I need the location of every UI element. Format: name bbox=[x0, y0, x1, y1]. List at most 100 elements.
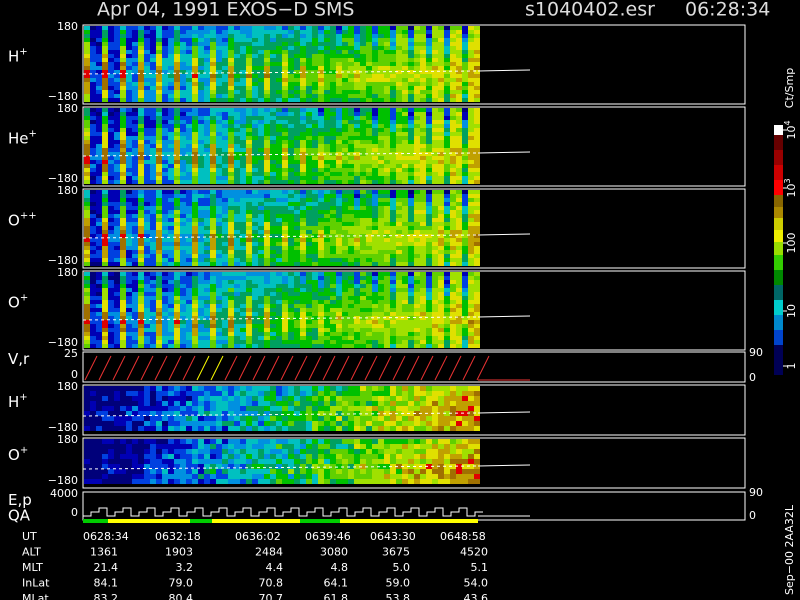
spectrogram-cell bbox=[156, 320, 162, 324]
spectrogram-cell bbox=[444, 284, 450, 288]
spectrogram-cell bbox=[312, 296, 318, 300]
spectrogram-cell bbox=[102, 214, 108, 218]
spectrogram-cell bbox=[186, 136, 192, 140]
spectrogram-cell bbox=[330, 276, 336, 280]
spectrogram-cell bbox=[96, 132, 102, 136]
spectrogram-cell bbox=[288, 202, 294, 206]
spectrogram-cell bbox=[360, 164, 366, 168]
spectrogram-cell bbox=[84, 280, 90, 284]
spectrogram-cell bbox=[444, 272, 450, 276]
spectrogram-cell bbox=[276, 108, 282, 112]
spectrogram-cell bbox=[252, 206, 258, 210]
spectrogram-cell bbox=[420, 66, 426, 70]
spectrogram-cell bbox=[144, 296, 150, 300]
spectrogram-cell bbox=[348, 42, 354, 46]
spectrogram-cell bbox=[168, 288, 174, 292]
spectrogram-cell bbox=[132, 70, 138, 74]
spectrogram-cell bbox=[336, 78, 342, 82]
spectrogram-cell bbox=[318, 254, 324, 258]
spectrogram-cell bbox=[162, 160, 168, 164]
spectrogram-cell bbox=[192, 340, 198, 344]
spectrogram-cell bbox=[468, 78, 474, 82]
spectrogram-cell bbox=[318, 54, 324, 58]
spectrogram-cell bbox=[312, 26, 318, 30]
spectrogram-cell bbox=[396, 276, 402, 280]
spectrogram-cell bbox=[402, 30, 408, 34]
spectrogram-cell bbox=[444, 238, 450, 242]
spectrogram-cell bbox=[450, 82, 456, 86]
spectrogram-cell bbox=[414, 136, 420, 140]
spectrogram-cell bbox=[306, 324, 312, 328]
spectrogram-cell bbox=[294, 280, 300, 284]
spectrogram-cell bbox=[444, 168, 450, 172]
spectrogram-cell bbox=[132, 324, 138, 328]
spectrogram-cell bbox=[294, 176, 300, 180]
spectrogram-cell bbox=[330, 160, 336, 164]
spectrogram-cell bbox=[474, 116, 480, 120]
spectrogram-cell bbox=[384, 136, 390, 140]
spectrogram-cell bbox=[198, 258, 204, 262]
spectrogram-cell bbox=[438, 222, 444, 226]
spectrogram-cell bbox=[108, 222, 114, 226]
spectrogram-cell bbox=[210, 258, 216, 262]
spectrogram-cell bbox=[462, 324, 468, 328]
spectrogram-cell bbox=[204, 280, 210, 284]
spectrogram-cell bbox=[432, 230, 438, 234]
spectrogram-cell bbox=[336, 246, 342, 250]
spectrogram-cell bbox=[342, 280, 348, 284]
spectrogram-cell bbox=[246, 284, 252, 288]
spectrogram-cell bbox=[90, 258, 96, 262]
spectrogram-cell bbox=[150, 292, 156, 296]
spectrogram-cell bbox=[336, 90, 342, 94]
spectrogram-cell bbox=[288, 238, 294, 242]
spectrogram-cell bbox=[432, 86, 438, 90]
spectrogram-cell bbox=[414, 62, 420, 66]
spectrogram-cell bbox=[270, 62, 276, 66]
spectrogram-cell bbox=[138, 344, 144, 348]
spectrogram-cell bbox=[384, 176, 390, 180]
spectrogram-cell bbox=[222, 124, 228, 128]
spectrogram-cell bbox=[396, 242, 402, 246]
spectrogram-cell bbox=[144, 26, 150, 30]
spectrogram-cell bbox=[474, 26, 480, 30]
spectrogram-cell bbox=[300, 86, 306, 90]
spectrogram-cell bbox=[414, 190, 420, 194]
spectrogram-cell bbox=[198, 124, 204, 128]
spectrogram-cell bbox=[372, 124, 378, 128]
spectrogram-cell bbox=[252, 98, 258, 102]
spectrogram-cell bbox=[468, 50, 474, 54]
spectrogram-cell bbox=[408, 26, 414, 30]
spectrogram-cell bbox=[168, 74, 174, 78]
spectrogram-cell bbox=[240, 156, 246, 160]
spectrogram-cell bbox=[444, 46, 450, 50]
spectrogram-cell bbox=[396, 292, 402, 296]
spectrogram-cell bbox=[426, 90, 432, 94]
spectrogram-cell bbox=[204, 46, 210, 50]
spectrogram-cell bbox=[84, 62, 90, 66]
spectrogram-cell bbox=[102, 296, 108, 300]
spectrogram-cell bbox=[234, 284, 240, 288]
spectrogram-cell bbox=[384, 242, 390, 246]
spectrogram-cell bbox=[138, 62, 144, 66]
spectrogram-cell bbox=[474, 230, 480, 234]
spectrogram-cell bbox=[462, 66, 468, 70]
spectrogram-cell bbox=[426, 34, 432, 38]
spectrogram-cell bbox=[384, 246, 390, 250]
spectrogram-cell bbox=[324, 108, 330, 112]
spectrogram-cell bbox=[204, 58, 210, 62]
spectrogram-cell bbox=[270, 210, 276, 214]
spectrogram-cell bbox=[246, 198, 252, 202]
spectrogram-cell bbox=[318, 324, 324, 328]
spectrogram-cell bbox=[450, 108, 456, 112]
spectrogram-cell bbox=[228, 202, 234, 206]
spectrogram-cell bbox=[102, 242, 108, 246]
spectrogram-cell bbox=[468, 176, 474, 180]
spectrogram-cell bbox=[246, 168, 252, 172]
spectrogram-cell bbox=[270, 344, 276, 348]
spectrogram-cell bbox=[318, 90, 324, 94]
spectrogram-cell bbox=[126, 332, 132, 336]
spectrogram-cell bbox=[300, 94, 306, 98]
spectrogram-cell bbox=[396, 136, 402, 140]
spectrogram-cell bbox=[408, 246, 414, 250]
spectrogram-cell bbox=[426, 258, 432, 262]
